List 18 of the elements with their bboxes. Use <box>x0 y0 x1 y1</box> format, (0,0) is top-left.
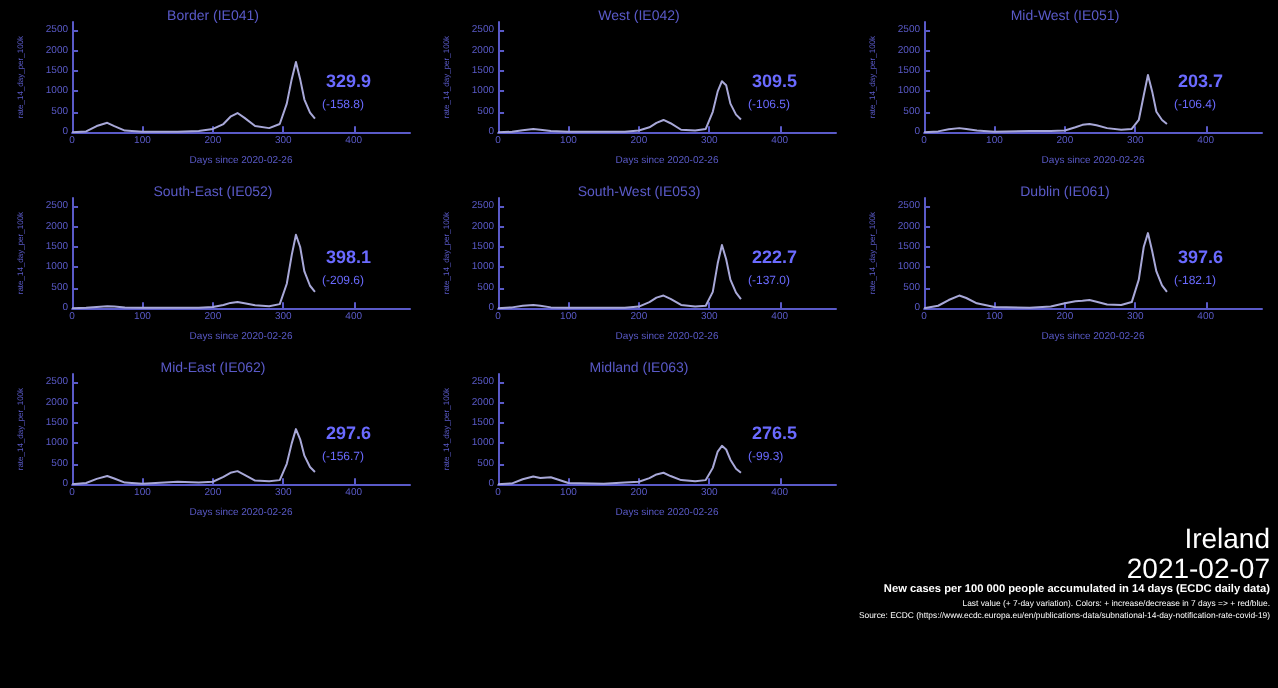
annotation: 222.7 <box>752 247 798 267</box>
annotation: 297.6 <box>326 423 372 443</box>
line-series <box>923 232 1168 310</box>
line-series <box>497 444 742 486</box>
line-series <box>71 233 316 310</box>
line-series <box>71 428 316 486</box>
annotation: 276.5 <box>752 423 798 443</box>
text: Ireland <box>1182 522 1270 554</box>
line-series <box>497 243 742 310</box>
annotation: 397.6 <box>1178 247 1224 267</box>
annotation: 398.1 <box>326 247 372 267</box>
text: 2021-02-07 <box>1124 552 1270 584</box>
line-series <box>923 74 1168 134</box>
annotation: 329.9 <box>326 71 372 91</box>
annotation: 309.5 <box>752 71 798 91</box>
line-series <box>71 61 316 134</box>
line-series <box>497 80 742 134</box>
annotation: 203.7 <box>1178 71 1224 91</box>
